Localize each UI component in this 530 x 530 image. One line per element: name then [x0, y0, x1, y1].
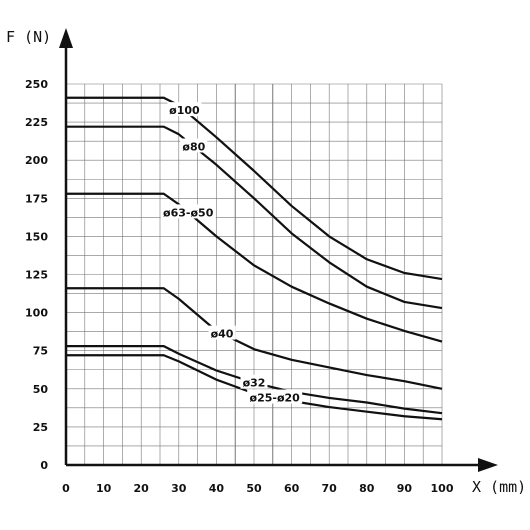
y-tick-label: 50 [33, 383, 49, 396]
series-label-background [240, 374, 268, 389]
x-axis-title: X (mm) [472, 478, 526, 496]
series-label: ø100 [169, 104, 200, 117]
y-tick-label: 225 [25, 116, 48, 129]
y-tick-label: 100 [25, 307, 48, 320]
series-label: ø80 [182, 140, 205, 153]
series-label: ø63-ø50 [163, 206, 214, 219]
series-label-background [167, 102, 202, 117]
x-tick-label: 20 [134, 482, 150, 495]
x-axis-arrow-icon [478, 458, 498, 472]
y-tick-label: 200 [25, 154, 48, 167]
series-line [66, 345, 443, 415]
x-tick-label: 90 [397, 482, 413, 495]
series-label-background [208, 325, 236, 340]
tick-labels: 0 10 20 30 40 50 60 70 80 90 100 0 25 50 75 100 125 150 17… [25, 78, 454, 495]
series-labels: ø100 ø80 ø63-ø50 ø40 ø32 ø25-ø20 [160, 102, 303, 405]
y-axis-arrow-icon [59, 28, 73, 48]
x-tick-label: 70 [322, 482, 338, 495]
x-tick-label: 10 [96, 482, 112, 495]
y-tick-label: 25 [33, 421, 48, 434]
x-tick-label: 40 [209, 482, 225, 495]
series-line [66, 96, 443, 281]
y-tick-label: 175 [25, 192, 48, 205]
y-axis-title: F (N) [6, 28, 51, 46]
series-label-background [247, 389, 303, 404]
x-tick-label: 80 [359, 482, 375, 495]
x-tick-label: 60 [284, 482, 300, 495]
x-tick-label: 100 [431, 482, 454, 495]
axes: X (mm) F (N) [6, 28, 526, 496]
series-label-background [180, 138, 208, 153]
y-tick-label: 150 [25, 230, 48, 243]
curves [66, 96, 443, 421]
series-label-background [160, 204, 216, 219]
series-line [66, 125, 443, 310]
y-tick-label: 250 [25, 78, 48, 91]
series-label: ø40 [211, 328, 234, 341]
series-label: ø32 [243, 377, 266, 390]
x-tick-label: 0 [62, 482, 70, 495]
series-label: ø25-ø20 [250, 392, 301, 405]
series-line [66, 287, 443, 390]
grid [66, 83, 443, 465]
x-tick-label: 30 [171, 482, 187, 495]
x-tick-label: 50 [246, 482, 262, 495]
series-line [66, 192, 443, 343]
y-tick-label: 0 [40, 459, 48, 472]
y-tick-label: 125 [25, 269, 48, 282]
y-tick-label: 75 [33, 345, 48, 358]
